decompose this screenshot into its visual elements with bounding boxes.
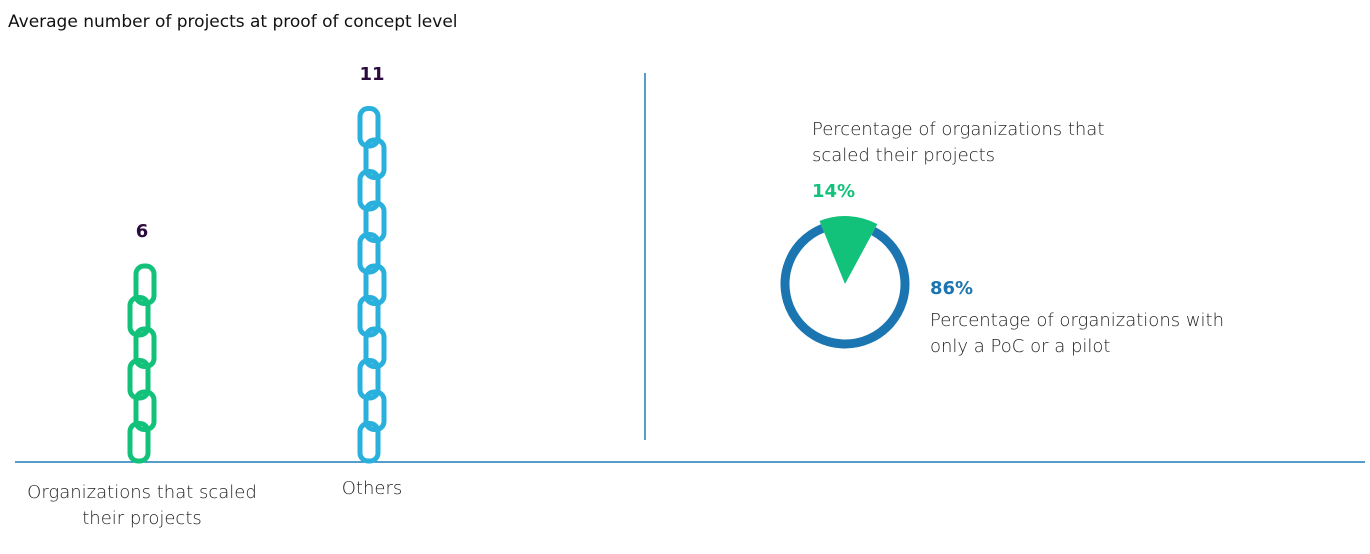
chain-link: [357, 421, 381, 464]
category-label: Percentage of organizations that scaled …: [812, 119, 1105, 166]
chain-link: [363, 137, 387, 180]
chart-title: Average number of projects at proof of c…: [8, 12, 458, 32]
value-label: 11: [359, 63, 385, 85]
chain-link: [357, 232, 381, 275]
category-label: Others: [341, 478, 403, 499]
ring-arc: [780, 224, 910, 349]
value-label: 6: [135, 221, 149, 242]
chain-link: [133, 389, 157, 432]
chain: [357, 106, 387, 464]
chain-link: [363, 389, 387, 432]
chain: [127, 263, 157, 464]
chain-link: [127, 358, 151, 401]
chain-link: [363, 200, 387, 243]
value-label: 86%: [930, 278, 974, 299]
value-label: 14%: [812, 181, 856, 202]
chain-link: [133, 263, 157, 306]
chain-link: [357, 358, 381, 401]
chain-link: [133, 326, 157, 369]
chain-link: [357, 295, 381, 338]
chain-link: [127, 295, 151, 338]
chain-link: [357, 169, 381, 212]
chain-link: [363, 326, 387, 369]
category-label: Organizations that scaled their projects: [27, 482, 257, 529]
chain-link: [357, 106, 381, 149]
category-label: Percentage of organizations with only a …: [930, 310, 1225, 357]
chain-link: [127, 421, 151, 464]
chain-link: [363, 263, 387, 306]
pie-slice: [819, 216, 878, 284]
